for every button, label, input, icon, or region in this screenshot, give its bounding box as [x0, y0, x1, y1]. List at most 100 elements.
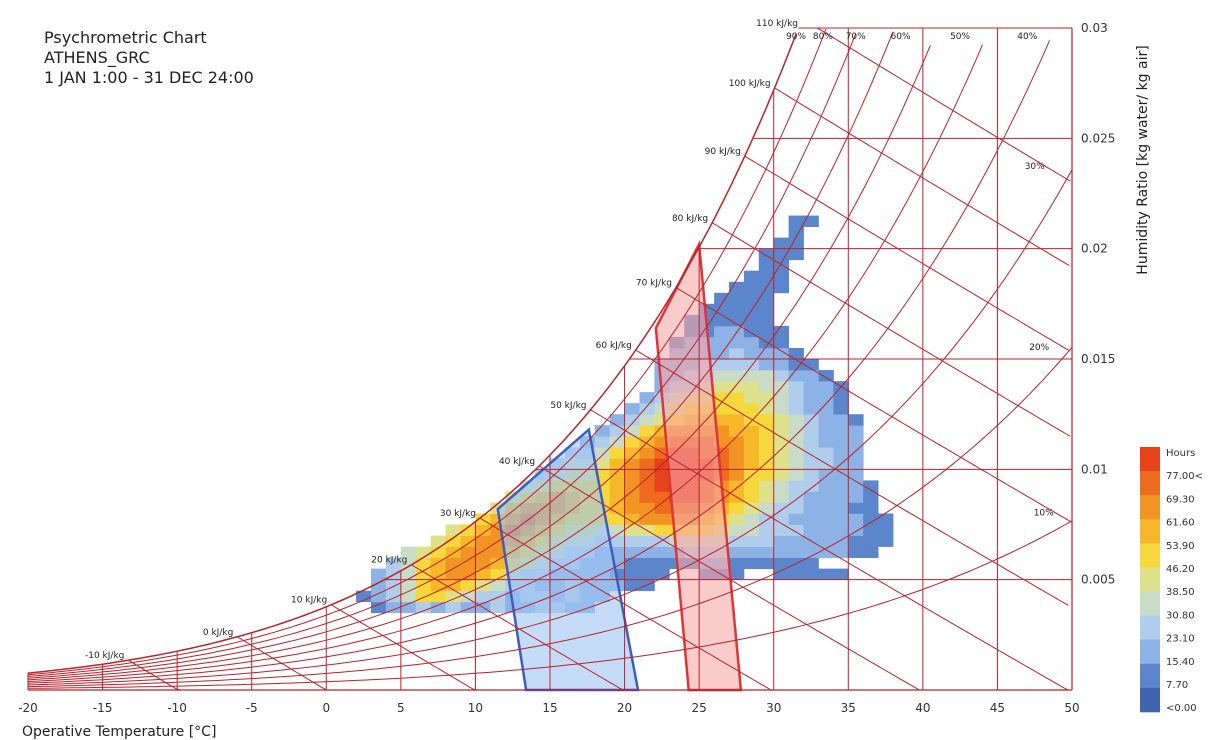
heatmap-cell [400, 601, 417, 614]
legend-swatch [1140, 495, 1160, 520]
heatmap-cell [848, 436, 864, 448]
heatmap-cell [624, 480, 640, 492]
heatmap-cell [729, 557, 745, 569]
heatmap-cell [729, 348, 745, 360]
heatmap-cell [788, 237, 804, 249]
heatmap-cell [609, 425, 625, 437]
heatmap-cell [743, 447, 760, 459]
heatmap-cell [788, 381, 804, 393]
heatmap-cell [624, 524, 640, 536]
heatmap-cell [743, 480, 760, 492]
enthalpy-label: 20 kJ/kg [371, 556, 407, 566]
heatmap-cell [729, 281, 745, 294]
heatmap-cell [803, 546, 819, 558]
heatmap-cell [773, 370, 789, 382]
heatmap-cell [490, 557, 506, 569]
heatmap-cell [445, 601, 461, 614]
heatmap-cell [624, 546, 640, 558]
rh-curve [27, 520, 1073, 689]
heatmap-cell [594, 447, 610, 459]
heatmap-cell [788, 359, 804, 371]
heatmap-cell [773, 403, 789, 415]
heatmap-cell [758, 491, 775, 503]
rh-curve [27, 40, 1051, 684]
heatmap-cell [818, 480, 834, 492]
heatmap-cell [400, 557, 417, 569]
heatmap-cell [758, 546, 775, 558]
heatmap-cell [833, 491, 849, 503]
heatmap-cell [654, 546, 670, 558]
heatmap-cell [430, 557, 446, 569]
heatmap-cell [803, 469, 819, 481]
heatmap-cell [430, 590, 446, 603]
heatmap-cell [714, 292, 730, 305]
heatmap-cell [415, 557, 432, 569]
x-tick-label: 0 [322, 701, 330, 715]
enthalpy-line [675, 287, 1072, 523]
heatmap-cell [400, 590, 417, 603]
heatmap-cell [803, 436, 819, 448]
heatmap-cell [639, 447, 655, 459]
heatmap-cell [848, 414, 864, 426]
heatmap-cell [803, 447, 819, 459]
heatmap-cell [743, 469, 760, 481]
chart-period: 1 JAN 1:00 - 31 DEC 24:00 [44, 68, 254, 87]
rh-label: 30% [1025, 162, 1045, 172]
heatmap-cell [743, 281, 760, 294]
heatmap-cell [460, 557, 476, 569]
heatmap-cell [639, 535, 655, 547]
enthalpy-label: 50 kJ/kg [550, 401, 586, 411]
heatmap-cell [385, 579, 402, 592]
heatmap-cell [699, 303, 715, 316]
enthalpy-label: 30 kJ/kg [440, 509, 476, 519]
rh-label: 90% [786, 32, 806, 42]
heatmap-cell [818, 568, 834, 580]
heatmap-cell [460, 601, 476, 614]
heatmap-cell [743, 425, 760, 437]
axes: -20 -15 -10 -5 0 5 10 15 20 25 30 35 40 45 50 0.005 0.01… [18, 21, 1151, 740]
enthalpy-line [590, 409, 1069, 691]
heatmap-cell [415, 568, 432, 580]
heatmap-cell [788, 480, 804, 492]
heatmap-cell [863, 546, 879, 558]
heatmap-cell [758, 303, 775, 316]
chart-title-block: Psychrometric Chart ATHENS_GRC 1 JAN 1:0… [44, 28, 254, 88]
heatmap-cell [773, 248, 789, 261]
enthalpy-line [802, 27, 1071, 182]
heatmap-cell [475, 557, 491, 569]
heatmap-cell [654, 414, 670, 426]
heatmap-cell [773, 425, 789, 437]
heatmap-cell [743, 381, 760, 393]
heatmap-cell [848, 469, 864, 481]
heatmap-cell [639, 392, 655, 404]
heatmap-cell [639, 480, 655, 492]
heatmap-cell [729, 513, 745, 525]
legend-swatch [1140, 543, 1160, 568]
legend-label: 7.70 [1166, 680, 1188, 691]
heatmap-cell [818, 414, 834, 426]
heatmap-cell [803, 524, 819, 536]
heatmap-cell [803, 502, 819, 514]
heatmap-cell [639, 491, 655, 503]
heatmap-cell [624, 557, 640, 569]
heatmap-cell [490, 601, 506, 614]
heatmap-cell [609, 557, 625, 569]
heatmap-cell [609, 535, 625, 547]
heatmap-cell [639, 458, 655, 470]
heatmap-cell [490, 513, 506, 525]
heatmap-cell [878, 535, 894, 547]
enthalpy-label: 70 kJ/kg [636, 279, 672, 289]
heatmap-cell [833, 524, 849, 536]
heatmap-cell [833, 447, 849, 459]
heatmap-cell [758, 414, 775, 426]
heatmap-cell [878, 513, 894, 525]
heatmap-cell [773, 568, 789, 580]
heatmap-cell [773, 546, 789, 558]
heatmap-cell [788, 414, 804, 426]
heatmap-cell [475, 590, 491, 603]
heatmap-cell [445, 524, 461, 536]
heatmap-cell [624, 436, 640, 448]
heatmap-cell [788, 425, 804, 437]
heatmap-cell [624, 447, 640, 459]
heatmap-cell [654, 524, 670, 536]
